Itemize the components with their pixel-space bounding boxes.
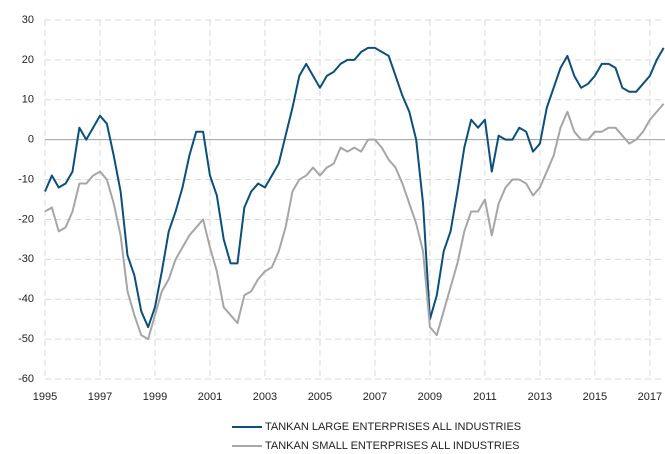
legend-label: TANKAN SMALL ENTERPRISES ALL INDUSTRIES <box>265 440 520 452</box>
series-line <box>44 46 665 329</box>
x-tick-label: 2011 <box>473 391 497 403</box>
y-tick-label: -10 <box>18 173 34 185</box>
x-tick-label: 2007 <box>363 391 387 403</box>
y-tick-label: -50 <box>18 333 34 345</box>
x-tick-label: 2003 <box>253 391 277 403</box>
x-tick-label: 1997 <box>88 391 112 403</box>
x-tick-label: 2017 <box>638 391 662 403</box>
y-tick-label: -40 <box>18 293 34 305</box>
series-line <box>44 103 665 341</box>
y-tick-label: -60 <box>18 373 34 385</box>
x-tick-label: 2013 <box>528 391 552 403</box>
x-tick-label: 2005 <box>308 391 332 403</box>
y-tick-label: -20 <box>18 213 34 225</box>
y-tick-label: 30 <box>22 14 34 26</box>
x-tick-label: 1995 <box>33 391 57 403</box>
x-tick-label: 2009 <box>418 391 442 403</box>
x-tick-label: 2015 <box>583 391 607 403</box>
legend-label: TANKAN LARGE ENTERPRISES ALL INDUSTRIES <box>265 421 521 433</box>
y-tick-label: 0 <box>28 134 34 146</box>
y-tick-label: 10 <box>22 94 34 106</box>
x-tick-label: 2001 <box>198 391 222 403</box>
x-tick-label: 1999 <box>143 391 167 403</box>
y-tick-label: 20 <box>22 54 34 66</box>
y-tick-label: -30 <box>18 253 34 265</box>
